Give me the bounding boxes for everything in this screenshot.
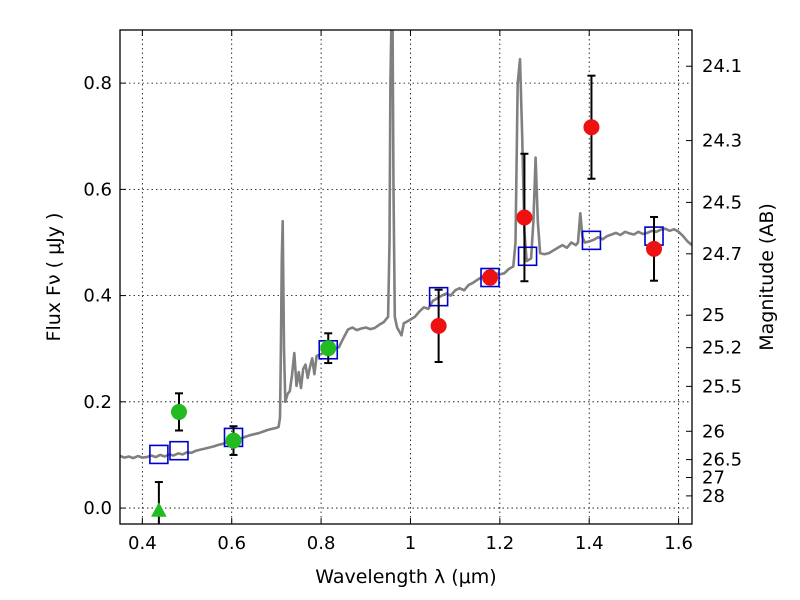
x-axis-title: Wavelength λ (μm) bbox=[315, 566, 496, 588]
y-tick-label: 0.0 bbox=[83, 498, 112, 519]
near-ir-measurements-point bbox=[516, 209, 533, 226]
model-spectrum-line bbox=[120, 30, 692, 460]
marker-layer bbox=[149, 74, 664, 524]
magnitude-tick-label: 25.5 bbox=[702, 376, 742, 397]
magnitude-tick-label: 24.5 bbox=[702, 192, 742, 213]
magnitude-tick-label: 27 bbox=[702, 467, 725, 488]
x-tick-label: 1 bbox=[405, 533, 416, 554]
near-ir-measurements-point bbox=[430, 317, 447, 334]
grid-lines bbox=[120, 30, 692, 524]
label-layer: 0.4 0.6 0.8 1 1.2 1.4 1.6 0.0 0.2 0.4 0.6 0.8 24.1 24… bbox=[43, 56, 778, 588]
magnitude-tick-label: 28 bbox=[702, 486, 725, 507]
model-photometry-square bbox=[149, 444, 169, 465]
optical-measurements-point bbox=[320, 340, 337, 357]
near-ir-measurements-point bbox=[583, 119, 600, 136]
y-tick-label: 0.8 bbox=[83, 73, 112, 94]
near-ir-measurements-point bbox=[482, 269, 499, 286]
x-tick-label: 0.6 bbox=[217, 533, 246, 554]
optical-measurements-point bbox=[225, 432, 242, 449]
y-tick-label: 0.4 bbox=[83, 286, 112, 307]
plot-frame bbox=[119, 29, 693, 525]
y-tick-label: 0.2 bbox=[83, 392, 112, 413]
model-photometry-square bbox=[517, 246, 538, 267]
x-tick-label: 1.4 bbox=[575, 533, 604, 554]
y2-axis-title: Magnitude (AB) bbox=[756, 203, 778, 351]
x-tick-label: 0.8 bbox=[307, 533, 336, 554]
magnitude-tick-label: 25 bbox=[702, 305, 725, 326]
magnitude-tick-label: 26 bbox=[702, 421, 725, 442]
magnitude-tick-label: 25.2 bbox=[702, 338, 742, 359]
magnitude-tick-label: 24.3 bbox=[702, 131, 742, 152]
magnitude-tick-label: 24.1 bbox=[702, 56, 742, 77]
magnitude-tick-label: 26.5 bbox=[702, 450, 742, 471]
x-tick-label: 1.6 bbox=[664, 533, 693, 554]
x-tick-label: 0.4 bbox=[128, 533, 157, 554]
y-axis-title: Flux Fν ( μJy ) bbox=[43, 213, 65, 342]
y-tick-label: 0.6 bbox=[83, 179, 112, 200]
upper-limit-marker bbox=[151, 502, 167, 517]
near-ir-measurements-point bbox=[646, 240, 663, 257]
model-photometry-square bbox=[169, 440, 189, 461]
spectrum-layer bbox=[120, 30, 692, 460]
magnitude-tick-label: 24.7 bbox=[702, 244, 742, 265]
x-tick-label: 1.2 bbox=[486, 533, 515, 554]
model-photometry-square bbox=[581, 230, 602, 251]
optical-measurements-point bbox=[170, 403, 187, 420]
tick-layer bbox=[120, 30, 692, 524]
model-photometry-square bbox=[480, 267, 500, 288]
